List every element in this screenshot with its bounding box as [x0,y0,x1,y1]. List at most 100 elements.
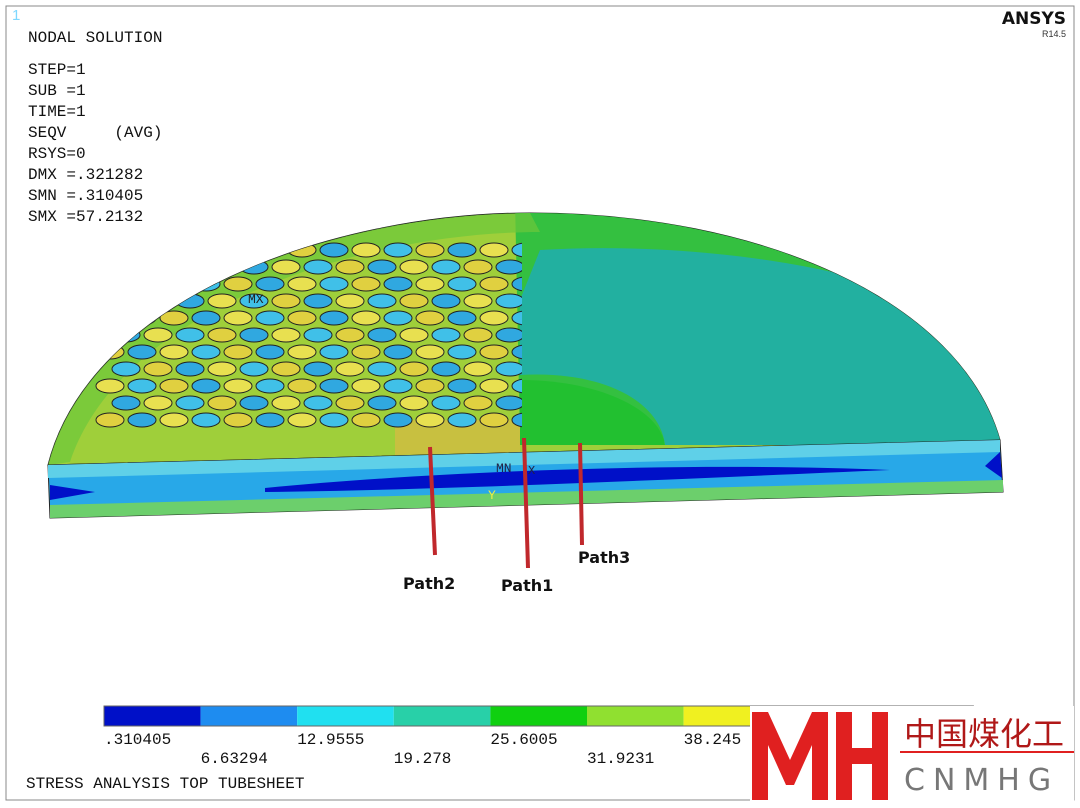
tube-hole [159,412,189,428]
watermark: 中国煤化工 CNMHG [750,706,1074,802]
tube-hole [399,395,429,411]
legend-label: .310405 [104,731,171,749]
axis-x: X [528,464,535,478]
tube-hole [239,327,269,343]
tube-hole [111,361,141,377]
tube-hole [415,242,445,258]
tube-hole [399,361,429,377]
tube-hole [495,327,522,343]
tube-hole [223,378,253,394]
tube-hole [207,361,237,377]
paths: Path2 Path1 Path3 [403,437,630,595]
tube-hole [367,327,397,343]
tube-hole [351,242,381,258]
tube-hole [431,293,461,309]
tube-hole [351,378,381,394]
tube-hole [255,412,285,428]
tube-hole [447,310,477,326]
tube-hole [447,242,477,258]
info-line: NODAL SOLUTION [28,29,162,47]
tube-hole [447,378,477,394]
path-line [578,442,584,546]
tube-hole [191,344,221,360]
legend-label: 25.6005 [490,731,557,749]
tube-hole [447,276,477,292]
tube-hole [495,395,522,411]
legend-label: 19.278 [394,750,452,768]
tube-hole [303,395,333,411]
tube-hole [335,293,365,309]
tube-hole [159,378,189,394]
legend-swatch [104,706,201,726]
tube-hole [367,361,397,377]
tube-hole [127,412,157,428]
tube-hole [335,361,365,377]
tube-hole [463,327,493,343]
tube-hole [175,361,205,377]
tube-hole [303,361,333,377]
tube-hole [415,276,445,292]
tube-hole [399,259,429,275]
logo-m [752,712,828,800]
tube-hole [463,293,493,309]
legend-label: 38.245 [684,731,742,749]
tube-hole [335,259,365,275]
tube-hole [207,395,237,411]
tube-hole [367,293,397,309]
tube-hole [207,327,237,343]
tube-hole [319,412,349,428]
tube-hole [175,327,205,343]
tube-hole [95,412,125,428]
legend-label: 12.9555 [297,731,364,749]
tube-hole [415,310,445,326]
legend-label: 6.63294 [201,750,268,768]
tube-hole [319,378,349,394]
tube-hole [511,242,522,258]
min-marker: MN [496,461,512,476]
min-band [985,452,1002,478]
tube-hole [511,344,522,360]
tube-hole [223,412,253,428]
logo-h [836,712,888,800]
tube-hole [383,242,413,258]
window-number: 1 [12,7,20,24]
tube-hole [383,378,413,394]
tube-hole [287,276,317,292]
tube-hole [511,276,522,292]
tube-hole [287,378,317,394]
tube-hole [143,395,173,411]
region [520,380,665,445]
info-line: STEP=1 [28,61,86,79]
tube-hole [255,310,285,326]
tube-hole [399,293,429,309]
info-line: SMN =.310405 [28,187,143,205]
tube-hole [223,310,253,326]
tube-hole [207,293,237,309]
tube-hole [255,344,285,360]
min-band [50,485,95,500]
info-line: SUB =1 [28,82,86,100]
legend-swatch [200,706,298,726]
tube-hole [495,293,522,309]
tube-hole [383,412,413,428]
tube-hole [191,310,221,326]
tube-hole [351,412,381,428]
info-line: SEQV (AVG) [28,124,162,142]
tube-hole [271,361,301,377]
tube-hole [319,242,349,258]
path-label: Path1 [501,576,553,595]
legend-label: 31.9231 [587,750,654,768]
tube-hole [127,378,157,394]
max-marker: MX [248,292,264,307]
tube-hole [495,361,522,377]
tube-hole [463,395,493,411]
tube-hole [383,276,413,292]
tube-hole [191,378,221,394]
tube-hole [479,276,509,292]
tube-hole [303,293,333,309]
tube-hole [255,276,285,292]
tube-hole [271,259,301,275]
tube-hole [143,361,173,377]
tube-hole [287,412,317,428]
